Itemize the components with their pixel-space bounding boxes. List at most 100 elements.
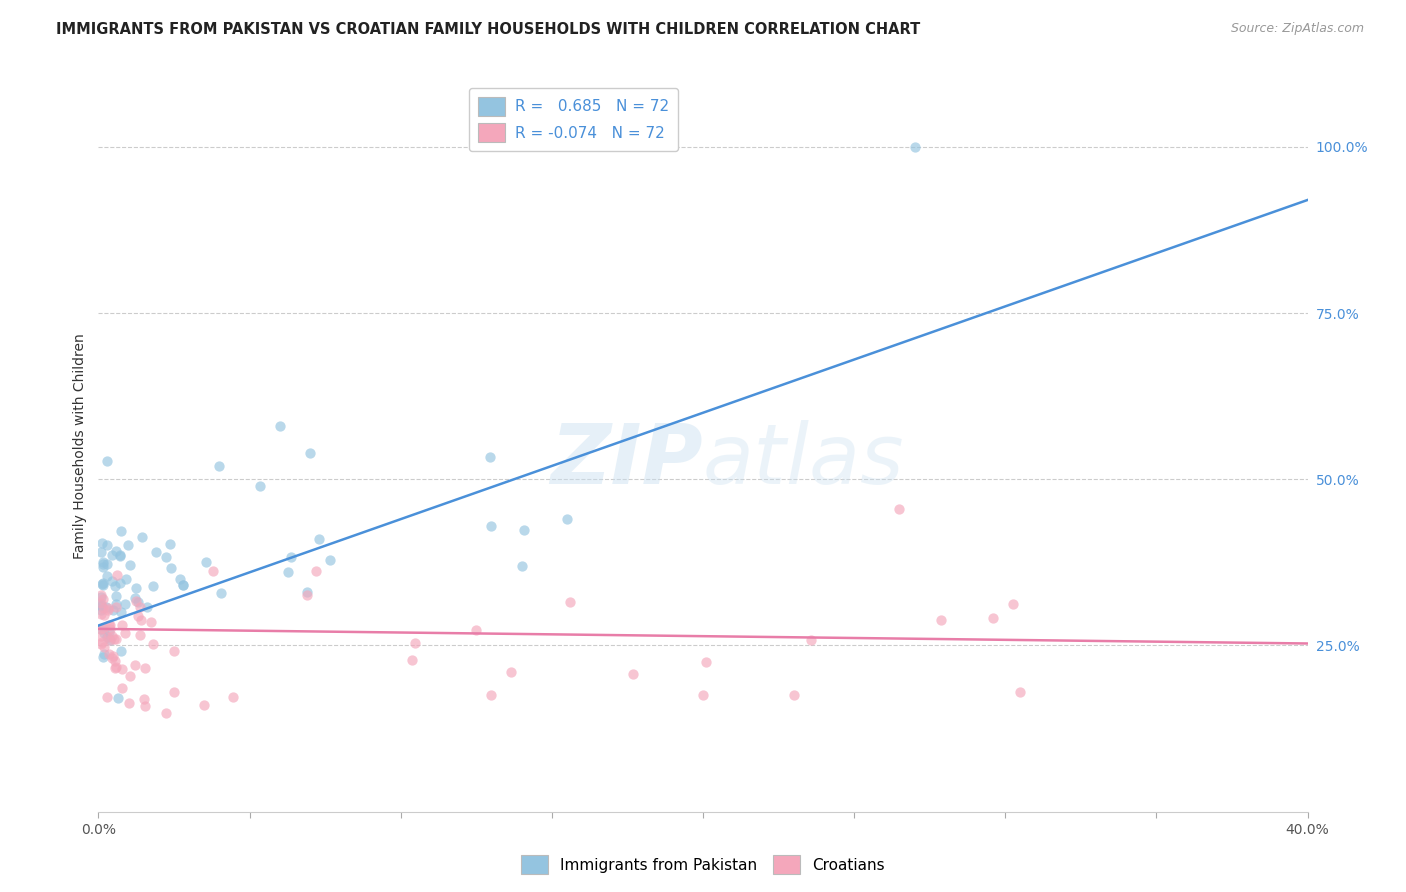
Point [478, 450, 501, 464]
Y-axis label: Family Households with Children: Family Households with Children [73, 333, 87, 559]
Point [105, 568, 128, 582]
Point [118, 668, 141, 682]
Point [98, 624, 121, 639]
Legend: R =   0.685   N = 72, R = -0.074   N = 72: R = 0.685 N = 72, R = -0.074 N = 72 [468, 88, 678, 151]
Point [101, 651, 124, 665]
Point [512, 523, 534, 537]
Point [98, 623, 121, 637]
Point [155, 549, 177, 564]
Point [1008, 685, 1031, 699]
Point [172, 578, 194, 592]
Point [91, 621, 114, 635]
Point [110, 605, 132, 619]
Point [90, 637, 112, 651]
Point [97, 601, 120, 615]
Point [132, 691, 155, 706]
Point [91, 557, 114, 571]
Point [91, 577, 114, 591]
Point [114, 626, 136, 640]
Point [107, 691, 129, 706]
Point [91, 555, 114, 569]
Point [114, 598, 136, 612]
Point [98, 633, 121, 648]
Point [800, 633, 823, 648]
Point [90, 603, 112, 617]
Point [93, 640, 115, 654]
Point [97, 618, 120, 632]
Point [108, 548, 131, 562]
Point [90, 607, 112, 621]
Point [93, 647, 115, 661]
Point [96, 454, 118, 468]
Point [222, 690, 245, 704]
Point [127, 595, 149, 609]
Point [97, 630, 120, 644]
Point [98, 617, 121, 632]
Point [621, 666, 644, 681]
Point [929, 613, 952, 627]
Point [499, 665, 522, 680]
Point [110, 524, 132, 539]
Point [98, 647, 121, 661]
Point [280, 550, 302, 565]
Point [115, 572, 138, 586]
Point [105, 598, 128, 612]
Point [129, 600, 152, 615]
Point [136, 599, 159, 614]
Point [404, 636, 426, 650]
Point [692, 689, 714, 703]
Point [93, 625, 115, 640]
Point [297, 588, 319, 602]
Point [110, 644, 132, 658]
Point [155, 706, 177, 721]
Point [160, 561, 183, 575]
Point [142, 579, 165, 593]
Point [308, 532, 330, 546]
Point [90, 588, 112, 602]
Point [129, 613, 152, 627]
Point [134, 698, 156, 713]
Point [96, 558, 118, 572]
Point [159, 537, 181, 551]
Point [91, 578, 114, 592]
Point [90, 634, 112, 648]
Point [96, 630, 118, 644]
Point [101, 602, 124, 616]
Point [169, 572, 191, 586]
Point [510, 558, 533, 573]
Point [172, 578, 194, 592]
Point [90, 536, 112, 550]
Point [163, 685, 186, 699]
Point [129, 628, 152, 642]
Point [93, 600, 115, 615]
Point [90, 596, 112, 610]
Point [117, 538, 139, 552]
Text: atlas: atlas [703, 420, 904, 501]
Point [93, 576, 115, 591]
Point [464, 624, 486, 638]
Point [904, 140, 927, 154]
Point [97, 603, 120, 617]
Point [94, 599, 117, 614]
Point [131, 530, 153, 544]
Point [127, 609, 149, 624]
Point [269, 419, 291, 434]
Point [134, 661, 156, 675]
Point [105, 589, 128, 603]
Point [101, 574, 124, 589]
Point [401, 653, 423, 667]
Point [201, 564, 224, 578]
Point [98, 633, 121, 648]
Point [111, 681, 134, 695]
Point [91, 591, 114, 606]
Point [145, 544, 167, 558]
Point [90, 544, 112, 558]
Point [305, 565, 328, 579]
Point [105, 632, 128, 646]
Point [104, 579, 127, 593]
Point [104, 544, 127, 558]
Point [104, 654, 127, 668]
Point [118, 696, 141, 710]
Point [194, 555, 217, 569]
Point [124, 582, 146, 596]
